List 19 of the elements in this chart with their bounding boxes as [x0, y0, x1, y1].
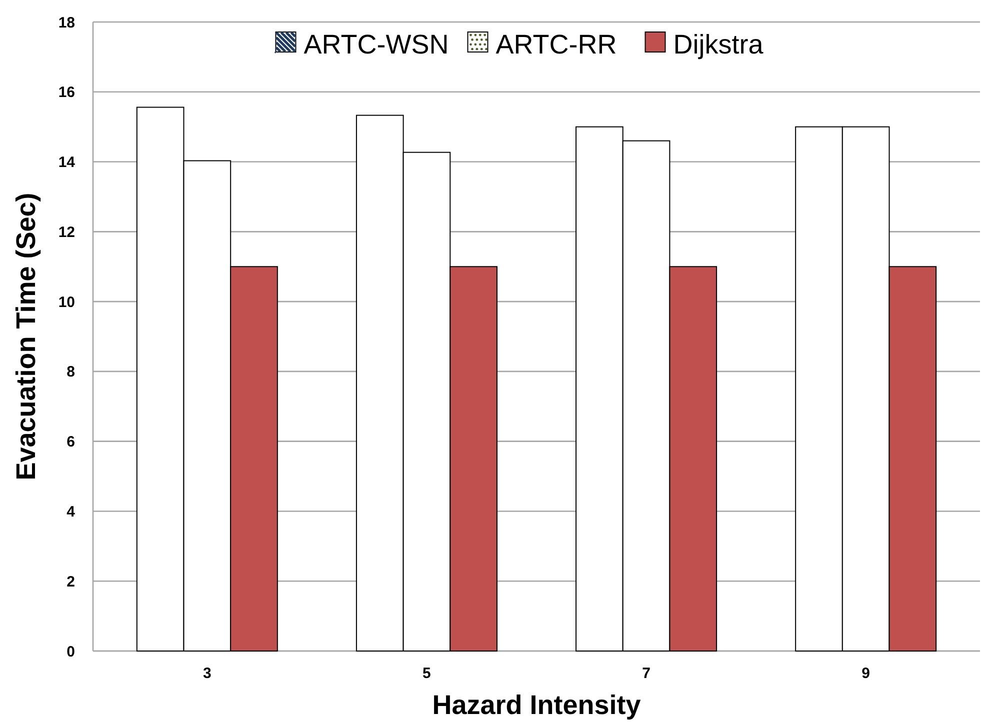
y-tick-label: 14: [58, 154, 76, 172]
y-tick-label: 18: [58, 14, 75, 32]
x-tick-label: 5: [422, 665, 431, 682]
legend-label: Dijkstra: [673, 29, 764, 60]
x-tick-label: 7: [642, 665, 650, 682]
x-axis-title: Hazard Intensity: [432, 690, 641, 720]
y-tick-label: 10: [58, 294, 75, 311]
x-tick-label: 9: [862, 665, 870, 682]
y-tick-label: 8: [66, 364, 75, 381]
y-tick-label: 6: [66, 434, 75, 451]
y-tick-label: 2: [66, 573, 75, 590]
legend-label: ARTC-WSN: [304, 29, 449, 60]
y-tick-label: 0: [66, 643, 75, 660]
legend-label: ARTC-RR: [496, 29, 617, 60]
y-tick-label: 4: [66, 503, 76, 520]
x-tick-label: 3: [202, 665, 212, 682]
y-axis-title: Evacuation Time (Sec): [11, 192, 41, 480]
y-tick-label: 12: [58, 224, 75, 241]
y-tick-label: 16: [58, 84, 75, 102]
